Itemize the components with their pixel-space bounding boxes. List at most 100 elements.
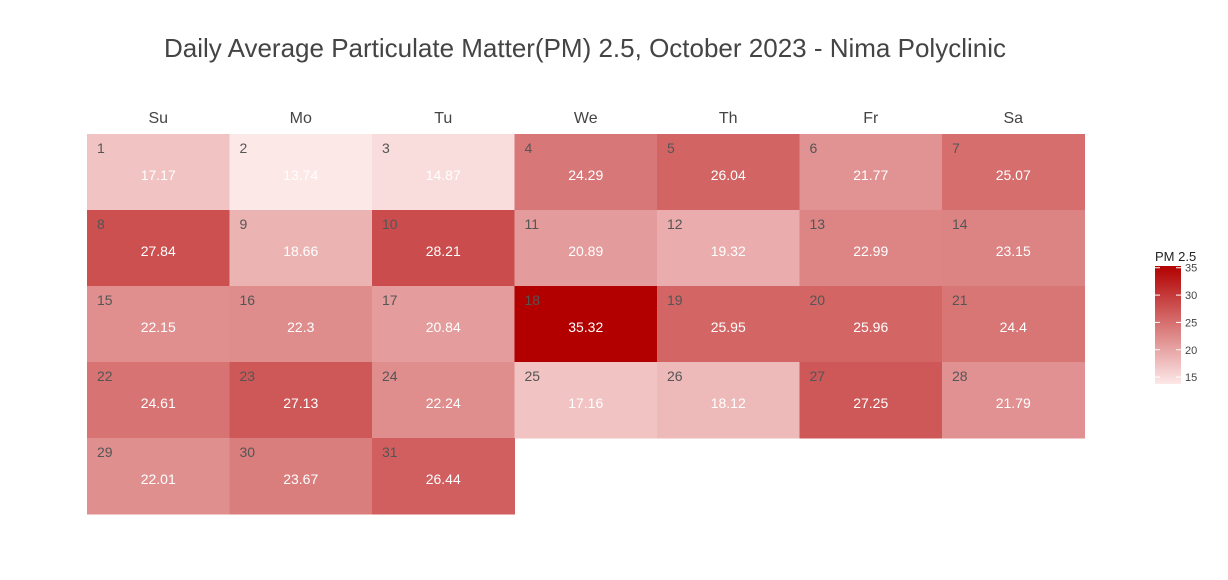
day-number-label: 20 <box>810 292 826 308</box>
day-number-label: 23 <box>240 368 256 384</box>
color-legend: PM 2.5 15 20 25 30 35 <box>1155 249 1197 384</box>
legend-tick-label: 15 <box>1185 372 1197 384</box>
legend-tick-label: 30 <box>1185 290 1197 302</box>
legend-colorbar <box>1155 266 1181 384</box>
day-number-label: 24 <box>382 368 398 384</box>
value-label: 24.61 <box>141 395 176 411</box>
day-number-label: 27 <box>810 368 826 384</box>
heatmap-cell <box>942 362 1085 439</box>
value-label: 17.16 <box>568 395 603 411</box>
heatmap-cell <box>372 362 515 439</box>
calendar-cells: 1 17.17 2 13.74 3 14.87 4 24.29 5 26.04 6 21.77 7 25.… <box>87 134 1085 515</box>
value-label: 22.99 <box>853 243 888 259</box>
day-number-label: 6 <box>810 140 818 156</box>
value-label: 25.07 <box>996 167 1031 183</box>
day-number-label: 17 <box>382 292 398 308</box>
heatmap-cell <box>87 134 230 211</box>
weekday-header-tu: Tu <box>434 110 452 127</box>
value-label: 27.13 <box>283 395 318 411</box>
heatmap-cell <box>657 286 800 363</box>
heatmap-cell <box>372 210 515 287</box>
value-label: 27.25 <box>853 395 888 411</box>
value-label: 18.66 <box>283 243 318 259</box>
weekday-header-sa: Sa <box>1003 110 1023 127</box>
day-number-label: 13 <box>810 216 826 232</box>
weekday-header-th: Th <box>719 110 738 127</box>
weekday-header-mo: Mo <box>290 110 312 127</box>
weekday-headers: Su Mo Tu We Th Fr Sa <box>148 110 1023 127</box>
value-label: 24.4 <box>1000 319 1027 335</box>
heatmap-cell <box>87 438 230 515</box>
day-number-label: 3 <box>382 140 390 156</box>
day-number-label: 26 <box>667 368 683 384</box>
value-label: 25.96 <box>853 319 888 335</box>
heatmap-cell <box>87 210 230 287</box>
day-number-label: 12 <box>667 216 683 232</box>
weekday-header-su: Su <box>148 110 168 127</box>
value-label: 25.95 <box>711 319 746 335</box>
day-number-label: 1 <box>97 140 105 156</box>
heatmap-cell <box>514 210 658 287</box>
value-label: 35.32 <box>568 319 603 335</box>
value-label: 23.67 <box>283 471 318 487</box>
heatmap-cell <box>657 210 800 287</box>
heatmap-cell <box>87 286 230 363</box>
heatmap-cell <box>229 134 373 211</box>
heatmap-cell <box>229 286 373 363</box>
legend-tick-label: 35 <box>1185 263 1197 275</box>
heatmap-cell <box>87 362 230 439</box>
value-label: 21.79 <box>996 395 1031 411</box>
heatmap-cell <box>942 134 1085 211</box>
day-number-label: 31 <box>382 444 398 460</box>
value-label: 22.15 <box>141 319 176 335</box>
heatmap-cell <box>657 134 800 211</box>
weekday-header-fr: Fr <box>863 110 879 127</box>
heatmap-cell <box>229 362 373 439</box>
day-number-label: 11 <box>525 216 540 232</box>
value-label: 17.17 <box>141 167 176 183</box>
heatmap-cell <box>799 210 943 287</box>
day-number-label: 9 <box>240 216 248 232</box>
day-number-label: 19 <box>667 292 683 308</box>
value-label: 26.44 <box>426 471 461 487</box>
value-label: 18.12 <box>711 395 746 411</box>
value-label: 14.87 <box>426 167 461 183</box>
legend-title: PM 2.5 <box>1155 249 1196 264</box>
value-label: 22.01 <box>141 471 176 487</box>
heatmap-cell <box>514 134 658 211</box>
heatmap-cell <box>657 362 800 439</box>
value-label: 26.04 <box>711 167 746 183</box>
heatmap-cell <box>372 438 515 515</box>
day-number-label: 2 <box>240 140 248 156</box>
day-number-label: 25 <box>525 368 541 384</box>
heatmap-cell <box>372 286 515 363</box>
heatmap-cell <box>799 286 943 363</box>
value-label: 22.24 <box>426 395 461 411</box>
heatmap-cell <box>514 286 658 363</box>
day-number-label: 5 <box>667 140 675 156</box>
value-label: 23.15 <box>996 243 1031 259</box>
value-label: 19.32 <box>711 243 746 259</box>
heatmap-cell <box>942 286 1085 363</box>
day-number-label: 22 <box>97 368 113 384</box>
value-label: 27.84 <box>141 243 176 259</box>
heatmap-cell <box>799 362 943 439</box>
value-label: 20.89 <box>568 243 603 259</box>
value-label: 24.29 <box>568 167 603 183</box>
day-number-label: 16 <box>240 292 256 308</box>
heatmap-cell <box>799 134 943 211</box>
value-label: 20.84 <box>426 319 461 335</box>
value-label: 22.3 <box>287 319 314 335</box>
day-number-label: 7 <box>952 140 960 156</box>
heatmap-cell <box>514 362 658 439</box>
day-number-label: 14 <box>952 216 968 232</box>
heatmap-cell <box>229 438 373 515</box>
day-number-label: 10 <box>382 216 398 232</box>
day-number-label: 28 <box>952 368 968 384</box>
day-number-label: 8 <box>97 216 105 232</box>
legend-tick-label: 25 <box>1185 317 1197 329</box>
day-number-label: 30 <box>240 444 256 460</box>
day-number-label: 21 <box>952 292 968 308</box>
heatmap-cell <box>942 210 1085 287</box>
day-number-label: 18 <box>525 292 541 308</box>
